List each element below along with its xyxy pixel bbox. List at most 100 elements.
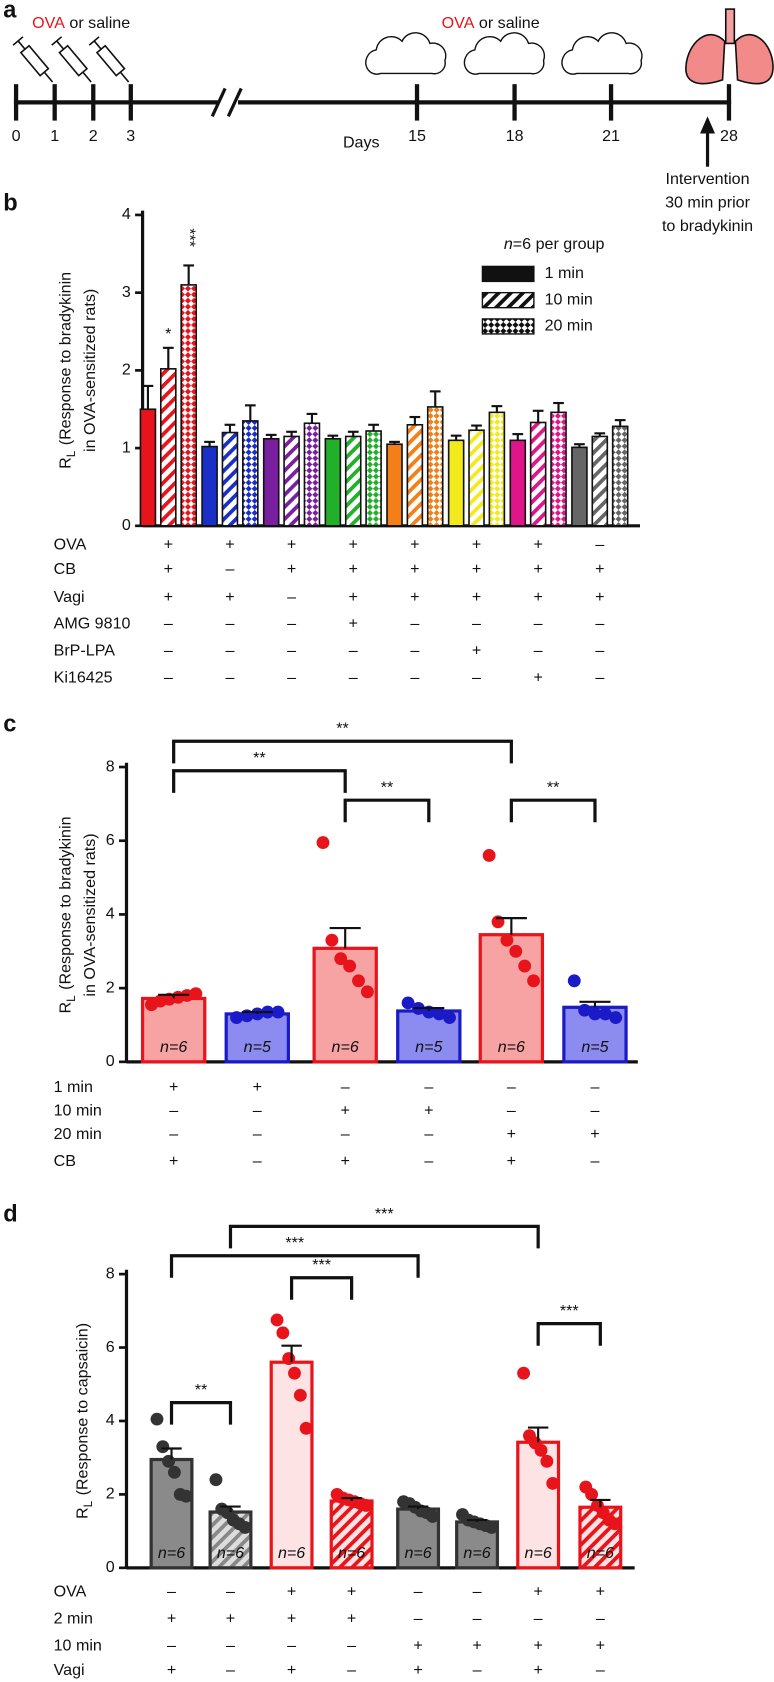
condition-mark: – [225, 615, 234, 633]
significance-bracket [343, 798, 431, 823]
condition-mark: + [472, 1636, 481, 1654]
y-tick-label: 6 [106, 831, 115, 849]
condition-mark: + [595, 588, 604, 606]
significance-bracket [509, 798, 597, 823]
condition-mark: + [533, 1661, 542, 1679]
data-point [401, 996, 415, 1010]
condition-mark: – [414, 1583, 423, 1601]
y-tick-label: 4 [106, 905, 115, 923]
condition-mark: – [169, 1101, 178, 1119]
condition-mark: – [164, 615, 173, 633]
bar [180, 284, 197, 527]
n-label: n=5 [415, 1038, 442, 1056]
condition-mark: + [253, 1078, 262, 1096]
day-label: 3 [126, 127, 135, 145]
condition-mark: + [533, 588, 542, 606]
y-tick-label: 8 [106, 1264, 115, 1282]
clouds [365, 32, 643, 75]
condition-label: CB [54, 560, 76, 578]
data-point [527, 974, 540, 988]
error-bar [241, 1011, 273, 1014]
error-bar [491, 405, 503, 413]
y-tick-label: 3 [122, 283, 131, 301]
data-point [443, 1011, 456, 1025]
condition-mark: + [533, 1583, 542, 1601]
error-bar [389, 440, 400, 445]
error-bar [471, 424, 482, 431]
condition-mark: + [590, 1125, 599, 1143]
condition-label: OVA [54, 1583, 87, 1601]
bar [242, 420, 259, 527]
data-point [485, 1521, 499, 1534]
condition-mark: – [287, 668, 296, 686]
condition-mark: – [167, 1636, 176, 1654]
condition-label: OVA [54, 535, 87, 553]
error-bar [527, 1426, 549, 1443]
condition-mark: – [473, 1610, 482, 1628]
condition-mark: + [287, 1661, 296, 1679]
condition-label: Vagi [54, 588, 85, 606]
axis-break [210, 87, 243, 117]
condition-label: Vagi [54, 1661, 85, 1679]
data-point [271, 1005, 285, 1019]
significance: ** [253, 749, 266, 767]
significance: ** [195, 1381, 208, 1399]
y-axis-label: in OVA-sensitized rats) [81, 833, 99, 996]
error-bar [579, 1000, 611, 1008]
condition-mark: – [169, 1125, 178, 1143]
significance: ** [381, 779, 394, 797]
data-point [578, 1003, 592, 1017]
panel-letter: d [3, 1200, 17, 1226]
condition-mark: + [340, 1152, 349, 1170]
condition-mark: – [534, 1610, 543, 1628]
data-point [238, 1521, 252, 1534]
error-bar [183, 264, 195, 285]
bar [139, 408, 157, 527]
y-tick-label: 8 [106, 757, 115, 775]
legend-title-n: n [504, 235, 513, 253]
data-point [609, 1011, 623, 1025]
condition-mark: + [287, 535, 296, 553]
error-bar [158, 993, 190, 999]
n-label: n=6 [463, 1544, 490, 1562]
condition-mark: + [533, 668, 542, 686]
condition-mark: + [225, 535, 234, 553]
error-bar [327, 434, 339, 439]
condition-mark: – [590, 1101, 599, 1119]
condition-mark: + [349, 588, 358, 606]
significance-bracket [169, 1400, 233, 1425]
data-point [352, 974, 365, 988]
data-point [360, 985, 374, 999]
condition-label: 10 min [54, 1636, 102, 1654]
bar [571, 446, 588, 527]
n-label: n=6 [338, 1544, 365, 1562]
bar [447, 439, 465, 527]
significance: ** [547, 779, 560, 797]
error-bar [413, 1006, 445, 1011]
data-point [343, 959, 357, 973]
legend-label: 1 min [545, 264, 584, 282]
intervention-label: to bradykinin [662, 217, 753, 235]
condition-mark: + [287, 1583, 296, 1601]
agent: OVA [442, 14, 475, 32]
y-tick-label: 0 [122, 516, 131, 534]
condition-mark: – [164, 642, 173, 660]
condition-mark: + [472, 560, 481, 578]
condition-mark: – [410, 668, 419, 686]
data-point [189, 987, 203, 1001]
condition-mark: – [595, 615, 604, 633]
agent: OVA [32, 14, 65, 32]
y-tick-label: 4 [122, 205, 131, 223]
data-point [517, 1366, 531, 1380]
error-bar [495, 917, 527, 935]
condition-mark: – [226, 1661, 235, 1679]
data-point [518, 959, 532, 973]
error-bar [161, 1447, 182, 1460]
condition-mark: – [341, 1125, 350, 1143]
data-point [509, 944, 523, 958]
y-axis-label: RL (Response to capsaicin) [74, 1323, 95, 1519]
condition-mark: – [287, 615, 296, 633]
y-tick-label: 0 [106, 1558, 115, 1576]
condition-mark: + [287, 1610, 296, 1628]
data-point [598, 1007, 612, 1021]
